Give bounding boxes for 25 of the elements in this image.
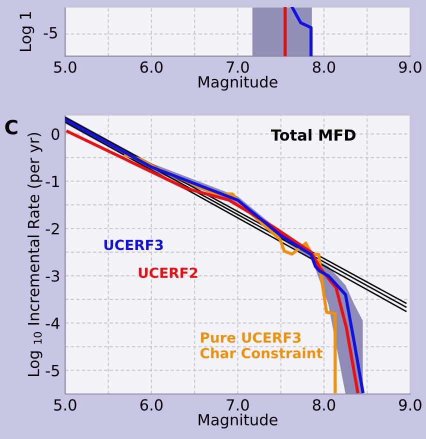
x-axis-title: Magnitude xyxy=(198,414,278,428)
text: Total MFD xyxy=(271,128,356,141)
x-tick-label: 5.0 xyxy=(54,61,76,73)
x-tick-label: 5.0 xyxy=(54,399,76,411)
y-tick-label: -2 xyxy=(46,222,59,234)
y-tick-label: -4 xyxy=(46,318,60,329)
y-tick-label: -1 xyxy=(46,176,59,188)
x-tick-label: 9.0 xyxy=(399,61,422,73)
y-tick-label: -5 xyxy=(46,365,59,376)
x-tick-label: 7.0 xyxy=(226,399,249,411)
x-tick-label: 6.0 xyxy=(140,61,163,73)
y-tick-label: 0 xyxy=(52,128,60,140)
y-axis-title: Log $_{10}$ Incremental Rate (per yr) xyxy=(27,132,42,376)
y-axis-title: Log 1 xyxy=(20,12,34,52)
text: UCERF2 xyxy=(138,268,198,278)
x-tick-label: 8.0 xyxy=(312,399,336,411)
series-label: Pure UCERF3 Char Constraint xyxy=(200,332,323,358)
text: C xyxy=(5,120,18,134)
x-axis-title: Magnitude xyxy=(198,76,278,91)
y-tick-label: -3 xyxy=(46,270,60,282)
x-tick-label: 7.0 xyxy=(226,61,249,73)
x-tick-label: 8.0 xyxy=(312,61,336,73)
x-tick-label: 6.0 xyxy=(140,399,163,411)
text: UCERF3 xyxy=(104,240,163,250)
x-tick-label: 9.0 xyxy=(399,399,422,411)
